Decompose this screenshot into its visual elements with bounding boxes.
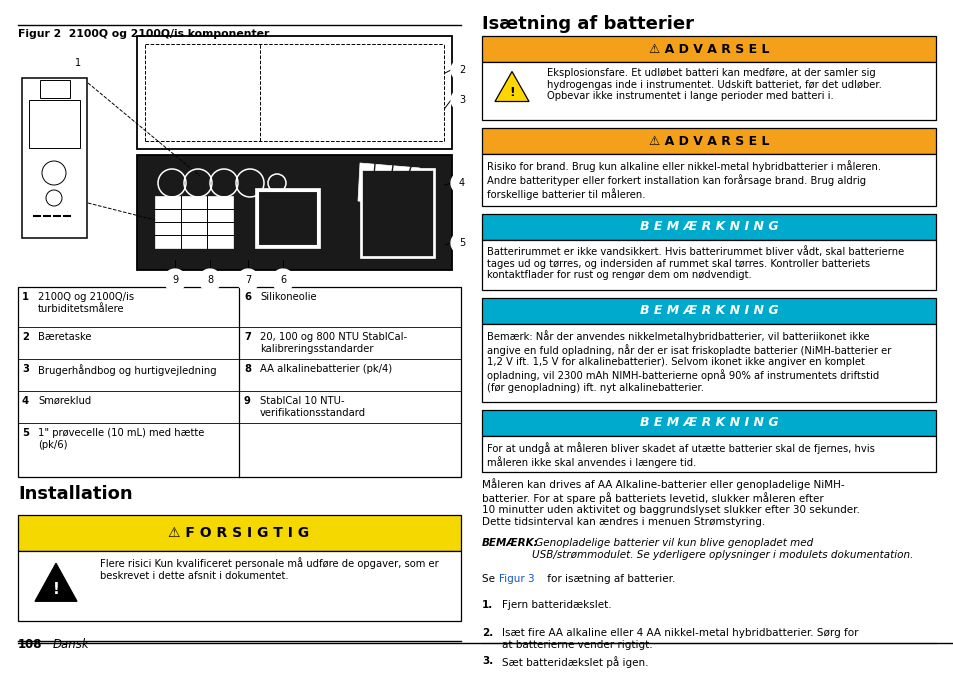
- Text: Installation: Installation: [18, 485, 132, 503]
- FancyBboxPatch shape: [481, 436, 935, 472]
- Text: Isæt fire AA alkaline eller 4 AA nikkel-metal hybridbatterier. Sørg for
at batte: Isæt fire AA alkaline eller 4 AA nikkel-…: [501, 628, 858, 649]
- Text: Måleren kan drives af AA Alkaline-batterier eller genopladelige NiMH-
batterier.: Måleren kan drives af AA Alkaline-batter…: [481, 478, 859, 527]
- Text: Bemærk: Når der anvendes nikkelmetalhybridbatterier, vil batteriikonet ikke
angi: Bemærk: Når der anvendes nikkelmetalhybr…: [486, 330, 890, 393]
- Polygon shape: [495, 71, 529, 102]
- Text: 8: 8: [207, 275, 213, 285]
- Circle shape: [451, 59, 473, 81]
- FancyBboxPatch shape: [481, 324, 935, 402]
- Circle shape: [236, 269, 258, 291]
- FancyBboxPatch shape: [481, 240, 935, 290]
- FancyBboxPatch shape: [29, 100, 80, 148]
- Text: Genopladelige batterier vil kun blive genopladet med
USB/strømmodulet. Se yderli: Genopladelige batterier vil kun blive ge…: [532, 538, 912, 560]
- Text: Silikoneolie: Silikoneolie: [260, 292, 316, 302]
- Text: 7: 7: [245, 275, 251, 285]
- Text: BEMÆRK:: BEMÆRK:: [481, 538, 538, 548]
- Text: ⚠ A D V A R S E L: ⚠ A D V A R S E L: [648, 135, 768, 147]
- Text: for isætning af batterier.: for isætning af batterier.: [543, 574, 675, 584]
- FancyBboxPatch shape: [137, 155, 452, 270]
- Text: Sæt batteridækslet på igen.: Sæt batteridækslet på igen.: [501, 656, 648, 668]
- Text: Isætning af batterier: Isætning af batterier: [481, 15, 693, 33]
- Text: Flere risici Kun kvalificeret personale må udføre de opgaver, som er
beskrevet i: Flere risici Kun kvalificeret personale …: [100, 557, 438, 581]
- Text: 7: 7: [244, 332, 251, 342]
- Text: 1: 1: [22, 292, 30, 302]
- Circle shape: [451, 172, 473, 194]
- Text: 6: 6: [244, 292, 251, 302]
- Text: 1: 1: [75, 58, 81, 68]
- Circle shape: [272, 269, 294, 291]
- Text: 5: 5: [22, 428, 29, 438]
- Text: For at undgå at måleren bliver skadet af utætte batterier skal de fjernes, hvis
: For at undgå at måleren bliver skadet af…: [486, 442, 874, 468]
- Text: 108: 108: [18, 638, 43, 651]
- Circle shape: [164, 269, 186, 291]
- FancyBboxPatch shape: [22, 78, 87, 238]
- Text: Figur 2  2100Q og 2100Q/is komponenter: Figur 2 2100Q og 2100Q/is komponenter: [18, 29, 269, 39]
- Text: Figur 3: Figur 3: [498, 574, 534, 584]
- Text: ⚠ A D V A R S E L: ⚠ A D V A R S E L: [648, 42, 768, 55]
- FancyBboxPatch shape: [137, 36, 452, 149]
- Text: 1.: 1.: [481, 600, 493, 610]
- Text: !: !: [509, 87, 515, 100]
- Text: 9: 9: [244, 396, 251, 406]
- Text: Batterirummet er ikke vandsikkert. Hvis batterirummet bliver vådt, skal batterie: Batterirummet er ikke vandsikkert. Hvis …: [486, 246, 903, 280]
- Text: 3: 3: [458, 95, 464, 105]
- Text: Smøreklud: Smøreklud: [38, 396, 91, 406]
- FancyBboxPatch shape: [40, 80, 70, 98]
- Circle shape: [67, 52, 89, 74]
- Text: 2: 2: [458, 65, 465, 75]
- Text: Se: Se: [481, 574, 497, 584]
- Text: Fjern batteridækslet.: Fjern batteridækslet.: [501, 600, 611, 610]
- Text: B E M Æ R K N I N G: B E M Æ R K N I N G: [639, 417, 778, 429]
- FancyBboxPatch shape: [18, 551, 460, 621]
- FancyBboxPatch shape: [481, 298, 935, 324]
- Text: 8: 8: [244, 364, 251, 374]
- FancyBboxPatch shape: [18, 287, 460, 477]
- Text: Dansk: Dansk: [53, 638, 90, 651]
- FancyBboxPatch shape: [257, 191, 316, 245]
- Text: Bæretaske: Bæretaske: [38, 332, 91, 342]
- Polygon shape: [357, 163, 419, 208]
- Text: 2.: 2.: [481, 628, 493, 638]
- FancyBboxPatch shape: [18, 515, 460, 551]
- FancyBboxPatch shape: [481, 154, 935, 206]
- Text: 4: 4: [458, 178, 464, 188]
- Text: 4: 4: [22, 396, 30, 406]
- FancyBboxPatch shape: [361, 170, 433, 256]
- Text: 3.: 3.: [481, 656, 493, 666]
- FancyBboxPatch shape: [481, 36, 935, 62]
- Text: Eksplosionsfare. Et udløbet batteri kan medføre, at der samler sig
hydrogengas i: Eksplosionsfare. Et udløbet batteri kan …: [546, 68, 881, 101]
- Text: ⚠ F O R S I G T I G: ⚠ F O R S I G T I G: [169, 526, 309, 540]
- Text: 20, 100 og 800 NTU StablCal-
kalibreringsstandarder: 20, 100 og 800 NTU StablCal- kalibrering…: [260, 332, 407, 353]
- Text: 3: 3: [22, 364, 29, 374]
- Text: B E M Æ R K N I N G: B E M Æ R K N I N G: [639, 304, 778, 318]
- Text: 6: 6: [279, 275, 286, 285]
- FancyBboxPatch shape: [154, 196, 233, 248]
- FancyBboxPatch shape: [481, 128, 935, 154]
- FancyBboxPatch shape: [481, 214, 935, 240]
- FancyBboxPatch shape: [359, 168, 435, 258]
- Circle shape: [199, 269, 221, 291]
- Text: Risiko for brand. Brug kun alkaline eller nikkel-metal hybridbatterier i måleren: Risiko for brand. Brug kun alkaline elle…: [486, 160, 881, 200]
- FancyBboxPatch shape: [481, 410, 935, 436]
- Circle shape: [451, 232, 473, 254]
- Polygon shape: [35, 563, 77, 601]
- Text: 1" prøvecelle (10 mL) med hætte
(pk/6): 1" prøvecelle (10 mL) med hætte (pk/6): [38, 428, 204, 450]
- FancyBboxPatch shape: [481, 62, 935, 120]
- Text: 2: 2: [22, 332, 29, 342]
- Text: StablCal 10 NTU-
verifikationsstandard: StablCal 10 NTU- verifikationsstandard: [260, 396, 366, 418]
- Text: AA alkalinebatterier (pk/4): AA alkalinebatterier (pk/4): [260, 364, 392, 374]
- Text: 9: 9: [172, 275, 178, 285]
- FancyBboxPatch shape: [254, 188, 319, 248]
- Text: 2100Q og 2100Q/is
turbiditetsmålere: 2100Q og 2100Q/is turbiditetsmålere: [38, 292, 134, 314]
- Text: B E M Æ R K N I N G: B E M Æ R K N I N G: [639, 221, 778, 234]
- Circle shape: [451, 89, 473, 111]
- Text: !: !: [52, 581, 59, 596]
- Text: Brugerhåndbog og hurtigvejledning: Brugerhåndbog og hurtigvejledning: [38, 364, 216, 376]
- Text: 5: 5: [458, 238, 465, 248]
